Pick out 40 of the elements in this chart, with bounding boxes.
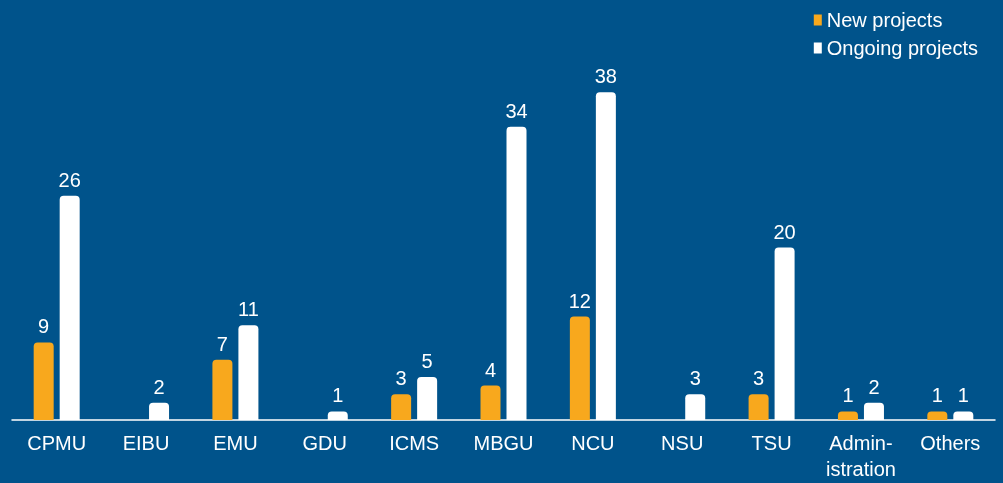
bar	[391, 394, 412, 420]
bar	[569, 316, 590, 420]
x-tick-label: Others	[920, 432, 981, 454]
data-label: 3	[395, 367, 407, 390]
data-label: 1	[842, 384, 854, 407]
data-label: 34	[505, 99, 528, 122]
legend-label: New projects	[826, 9, 943, 31]
x-tick-label: CPMU	[27, 432, 87, 454]
data-label: 7	[216, 332, 228, 355]
x-tick-label: NSU	[661, 432, 704, 454]
x-tick-label: GDU	[302, 432, 347, 454]
data-label: 20	[773, 220, 796, 243]
data-label: 12	[568, 289, 591, 312]
x-tick-label: TSU	[751, 432, 792, 454]
bar	[212, 359, 233, 420]
data-label: 3	[689, 367, 701, 390]
data-label: 2	[868, 375, 880, 398]
data-label: 38	[594, 65, 617, 88]
data-label: 1	[957, 384, 969, 407]
data-label: 26	[58, 168, 81, 191]
x-tick-label: Admin- istration	[825, 432, 896, 480]
data-label: 5	[421, 349, 433, 372]
data-label: 3	[753, 367, 765, 390]
x-tick-label: MBGU	[473, 432, 534, 454]
data-label: 1	[332, 384, 344, 407]
legend-label: Ongoing projects	[826, 37, 978, 59]
data-label: 9	[38, 315, 50, 338]
data-label: 11	[238, 298, 259, 321]
data-label: 2	[153, 375, 165, 398]
x-tick-label: NCU	[571, 432, 615, 454]
x-tick-label: EMU	[213, 432, 258, 454]
data-label: 1	[931, 384, 943, 407]
bar	[748, 394, 769, 420]
x-tick-label: EIBU	[122, 432, 170, 454]
bar	[837, 411, 858, 420]
bar	[480, 385, 501, 420]
data-label: 4	[484, 358, 497, 381]
bar	[927, 411, 948, 420]
x-tick-label: ICMS	[389, 432, 440, 454]
bar	[33, 342, 54, 420]
